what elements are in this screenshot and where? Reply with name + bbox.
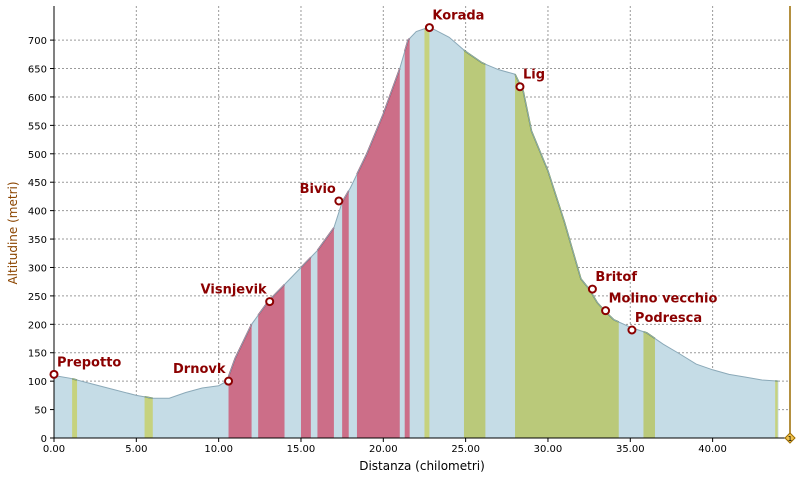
flat-segment xyxy=(72,378,78,438)
waypoint-marker xyxy=(334,196,344,206)
waypoint-label: Korada xyxy=(432,9,484,24)
waypoint-label: Molino vecchio xyxy=(609,292,718,307)
waypoints: Prepotto Drnovk Visnjevik Bivio Korada Lig Bri… xyxy=(49,9,718,386)
x-tick-label: 40.00 xyxy=(698,444,727,455)
waypoint-marker xyxy=(424,23,434,33)
end-marker-diamond xyxy=(784,432,796,444)
descent-segment xyxy=(643,331,655,438)
axes xyxy=(53,6,790,439)
waypoint-label: Podresca xyxy=(635,311,702,326)
waypoint-marker xyxy=(49,369,59,379)
profile-fill xyxy=(54,28,779,438)
climb-segment xyxy=(228,324,252,438)
flat-segment xyxy=(424,28,430,438)
waypoint-marker xyxy=(265,297,275,307)
flat-segment xyxy=(144,396,153,438)
waypoint-label: Britof xyxy=(595,270,637,285)
climb-segment xyxy=(404,38,410,439)
y-tick-label: 700 xyxy=(28,36,47,47)
y-tick-label: 500 xyxy=(28,150,47,161)
waypoint-marker xyxy=(224,376,234,386)
tick-labels: 0.00 5.00 10.00 15.00 20.00 25.00 30.00 35.00 40… xyxy=(28,36,727,455)
waypoint-marker xyxy=(601,306,611,316)
climb-segment xyxy=(317,227,334,438)
waypoint-label: Prepotto xyxy=(57,355,121,370)
descent-segment xyxy=(515,74,619,439)
waypoint-label: Bivio xyxy=(300,182,336,197)
y-tick-label: 650 xyxy=(28,65,47,76)
y-tick-label: 100 xyxy=(28,377,47,388)
end-marker[interactable]: 1 xyxy=(784,6,796,444)
y-tick-label: 450 xyxy=(28,178,47,189)
x-tick-label: 35.00 xyxy=(616,444,645,455)
waypoint-label: Visnjevik xyxy=(201,283,267,298)
y-tick-label: 600 xyxy=(28,93,47,104)
y-tick-label: 200 xyxy=(28,320,47,331)
y-tick-label: 400 xyxy=(28,207,47,218)
x-tick-label: 10.00 xyxy=(204,444,233,455)
x-tick-label: 0.00 xyxy=(43,444,65,455)
waypoint-marker xyxy=(515,82,525,92)
x-tick-label: 25.00 xyxy=(451,444,480,455)
descent-segment xyxy=(463,50,486,438)
climb-segment xyxy=(300,257,311,438)
y-tick-label: 550 xyxy=(28,121,47,132)
waypoint-label: Lig xyxy=(523,68,545,83)
flat-segment xyxy=(775,380,778,438)
climb-segment xyxy=(342,190,349,438)
waypoint-marker xyxy=(587,284,597,294)
x-tick-label: 20.00 xyxy=(369,444,398,455)
waypoint-marker xyxy=(627,325,637,335)
y-tick-label: 250 xyxy=(28,292,47,303)
y-tick-label: 0 xyxy=(41,434,47,445)
profile-line xyxy=(53,28,779,399)
x-tick-label: 15.00 xyxy=(287,444,316,455)
climb-segment xyxy=(356,68,400,439)
y-axis-title: Altitudine (metri) xyxy=(6,181,20,284)
y-tick-label: 350 xyxy=(28,235,47,246)
x-tick-label: 30.00 xyxy=(534,444,563,455)
x-axis-title: Distanza (chilometri) xyxy=(359,459,485,473)
y-tick-label: 300 xyxy=(28,263,47,274)
y-tick-label: 50 xyxy=(34,406,47,417)
end-marker-label: 1 xyxy=(788,435,792,443)
y-tick-label: 150 xyxy=(28,349,47,360)
climb-segment xyxy=(258,284,285,438)
profile-area xyxy=(53,27,779,439)
waypoint-label: Drnovk xyxy=(173,362,226,377)
x-tick-label: 5.00 xyxy=(125,444,147,455)
